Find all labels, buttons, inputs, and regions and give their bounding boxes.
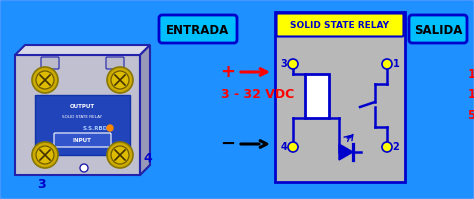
FancyBboxPatch shape — [276, 14, 403, 36]
Text: +: + — [220, 63, 236, 81]
FancyBboxPatch shape — [106, 57, 124, 69]
Circle shape — [382, 59, 392, 69]
Circle shape — [107, 125, 113, 131]
Circle shape — [107, 142, 133, 168]
Text: S.S.RBD: S.S.RBD — [82, 126, 108, 131]
Polygon shape — [35, 95, 130, 155]
Circle shape — [111, 146, 129, 164]
Circle shape — [32, 142, 58, 168]
Text: 110 VAC: 110 VAC — [468, 68, 474, 82]
Polygon shape — [339, 144, 353, 160]
Circle shape — [32, 67, 58, 93]
FancyBboxPatch shape — [54, 133, 111, 147]
Text: SALIDA: SALIDA — [414, 23, 462, 36]
Text: 1: 1 — [392, 59, 400, 69]
Circle shape — [107, 67, 133, 93]
FancyBboxPatch shape — [409, 15, 467, 43]
Polygon shape — [15, 45, 150, 55]
FancyBboxPatch shape — [41, 57, 59, 69]
Text: 2: 2 — [392, 142, 400, 152]
Circle shape — [288, 142, 298, 152]
Text: 10 A: 10 A — [468, 89, 474, 101]
FancyBboxPatch shape — [159, 15, 237, 43]
Circle shape — [111, 71, 129, 89]
FancyBboxPatch shape — [275, 12, 405, 182]
Text: SOLID STATE RELAY: SOLID STATE RELAY — [62, 115, 102, 119]
Text: 3: 3 — [281, 59, 287, 69]
FancyBboxPatch shape — [305, 74, 329, 118]
Polygon shape — [140, 45, 150, 175]
Circle shape — [80, 164, 88, 172]
Text: 4: 4 — [144, 151, 152, 165]
Text: 50/60 Hz: 50/60 Hz — [468, 108, 474, 122]
Text: 4: 4 — [281, 142, 287, 152]
Polygon shape — [15, 165, 150, 175]
Text: 3: 3 — [38, 178, 46, 190]
Circle shape — [36, 146, 54, 164]
Text: −: − — [220, 135, 236, 153]
Circle shape — [288, 59, 298, 69]
Text: 3 - 32 VDC: 3 - 32 VDC — [221, 89, 294, 101]
Text: ENTRADA: ENTRADA — [166, 23, 229, 36]
Polygon shape — [15, 55, 140, 175]
Text: SOLID STATE RELAY: SOLID STATE RELAY — [291, 21, 390, 30]
Text: INPUT: INPUT — [73, 138, 91, 142]
Circle shape — [36, 71, 54, 89]
Circle shape — [382, 142, 392, 152]
Text: OUTPUT: OUTPUT — [69, 104, 94, 109]
